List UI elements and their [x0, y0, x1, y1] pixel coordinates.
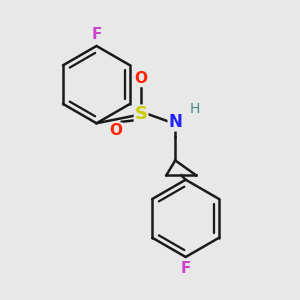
- Text: F: F: [181, 262, 191, 277]
- Text: O: O: [109, 123, 122, 138]
- Text: S: S: [135, 105, 148, 123]
- Text: H: H: [190, 102, 200, 116]
- Text: N: N: [168, 113, 182, 131]
- Text: O: O: [135, 71, 148, 86]
- Text: F: F: [91, 26, 102, 41]
